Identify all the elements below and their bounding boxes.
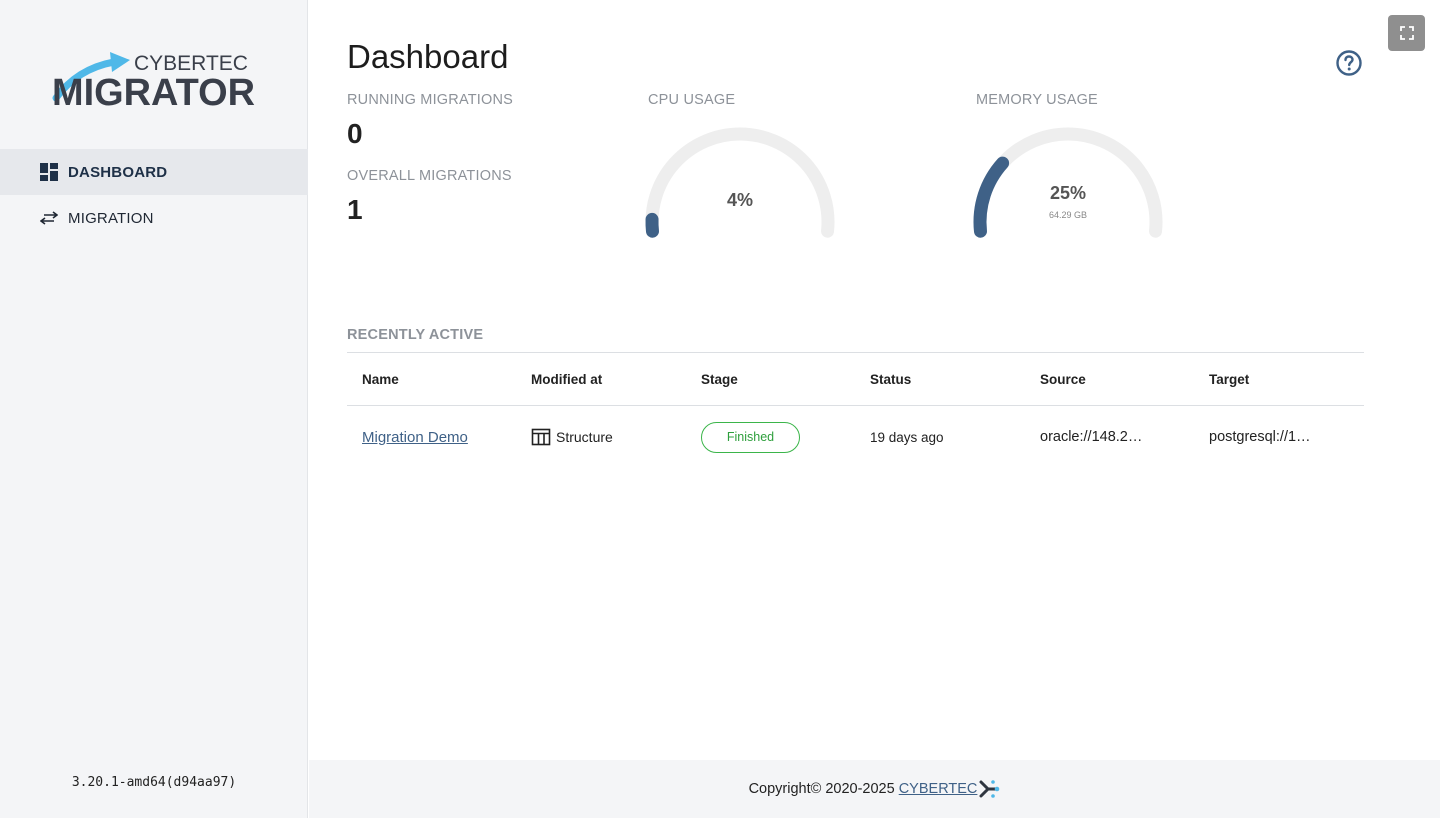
column-header-status[interactable]: Status — [870, 371, 912, 387]
copyright-text: Copyright© 2020-2025 — [748, 781, 895, 797]
cell-source: oracle://148.2… — [1025, 429, 1194, 445]
running-migrations-label: RUNNING MIGRATIONS — [347, 92, 514, 108]
sidebar-nav: DASHBOARD MIGRATION — [0, 149, 308, 241]
overall-migrations-label: OVERALL MIGRATIONS — [347, 168, 512, 184]
sidebar-item-dashboard[interactable]: DASHBOARD — [0, 149, 308, 195]
main-content: Dashboard RUNNING MIGRATIONS 0 OVERALL M… — [309, 0, 1440, 760]
column-header-stage[interactable]: Stage — [701, 371, 738, 387]
cybertec-brand-icon — [979, 780, 1000, 798]
status-value: 19 days ago — [870, 429, 944, 445]
cell-name: Migration Demo — [347, 429, 516, 446]
table-structure-icon — [531, 428, 551, 446]
sidebar-item-label: DASHBOARD — [68, 163, 168, 181]
swap-arrows-icon — [40, 209, 58, 227]
overall-migrations-value: 1 — [347, 194, 363, 225]
fullscreen-button[interactable] — [1388, 15, 1425, 51]
cell-target: postgresql://1… — [1194, 429, 1364, 445]
memory-usage-subtext: 64.29 GB — [1048, 210, 1088, 220]
table-header: Name Modified at Stage Status Source Tar… — [347, 352, 1364, 406]
target-value: postgresql://1… — [1209, 429, 1311, 445]
logo-main-text: MIGRATOR — [52, 72, 255, 110]
memory-gauge-fill — [973, 156, 1010, 238]
sidebar: CYBERTEC MIGRATOR DASHBOARD — [0, 0, 308, 818]
memory-usage-value: 25% — [1049, 183, 1087, 203]
fullscreen-icon — [1399, 26, 1414, 40]
page-title: Dashboard — [347, 38, 509, 75]
sidebar-item-migration[interactable]: MIGRATION — [0, 195, 308, 241]
column-header-target[interactable]: Target — [1209, 371, 1250, 387]
help-icon — [1336, 50, 1362, 76]
cybertec-link[interactable]: CYBERTEC — [898, 781, 978, 797]
sidebar-item-label: MIGRATION — [68, 209, 154, 227]
column-header-name[interactable]: Name — [362, 371, 399, 387]
cybertec-migrator-logo[interactable]: CYBERTEC MIGRATOR — [52, 48, 258, 114]
cpu-usage-value: 4% — [726, 190, 753, 210]
source-value: oracle://148.2… — [1040, 429, 1143, 445]
cpu-gauge: 4% — [640, 122, 840, 242]
help-button[interactable] — [1335, 49, 1363, 77]
column-header-modified-at[interactable]: Modified at — [531, 371, 603, 387]
stage-badge: Finished — [701, 421, 800, 453]
dashboard-icon — [40, 163, 58, 181]
memory-gauge: 25% 64.29 GB — [968, 122, 1168, 242]
logo-top-text: CYBERTEC — [134, 52, 248, 75]
version-text: 3.20.1-amd64(d94aa97) — [71, 775, 237, 790]
cell-modified-at: Structure — [516, 428, 686, 446]
column-header-source[interactable]: Source — [1040, 371, 1086, 387]
recently-active-label: RECENTLY ACTIVE — [347, 327, 484, 343]
memory-usage-label: MEMORY USAGE — [976, 92, 1098, 108]
footer: Copyright© 2020-2025 CYBERTEC — [309, 760, 1440, 818]
cpu-gauge-track — [645, 127, 835, 238]
modified-at-value: Structure — [556, 429, 613, 445]
running-migrations-value: 0 — [347, 118, 363, 149]
recent-migrations-table: Name Modified at Stage Status Source Tar… — [347, 352, 1364, 468]
cell-status: 19 days ago — [855, 430, 1025, 445]
migration-name-link[interactable]: Migration Demo — [362, 428, 468, 446]
cell-stage: Finished — [686, 421, 855, 453]
cpu-usage-label: CPU USAGE — [648, 92, 736, 108]
logo-graphic: CYBERTEC MIGRATOR — [52, 52, 255, 114]
table-row[interactable]: Migration Demo Structure Finished 19 day… — [347, 406, 1364, 468]
